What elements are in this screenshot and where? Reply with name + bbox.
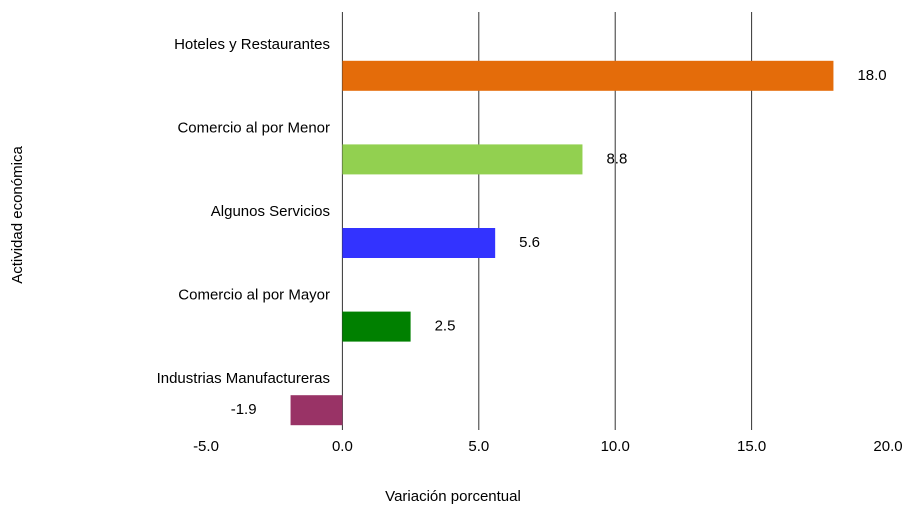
- x-tick-label: 5.0: [468, 438, 489, 455]
- bar: [342, 311, 411, 342]
- category-label: Comercio al por Menor: [177, 119, 330, 136]
- x-tick-label: 0.0: [332, 438, 353, 455]
- value-label: 8.8: [606, 150, 627, 167]
- category-label: Comercio al por Mayor: [178, 287, 330, 304]
- x-axis-label: Variación porcentual: [385, 488, 521, 505]
- x-tick-label: 10.0: [601, 438, 630, 455]
- category-label: Hoteles y Restaurantes: [174, 36, 330, 53]
- x-tick-label: -5.0: [193, 438, 219, 455]
- x-tick-label: 15.0: [737, 438, 766, 455]
- value-label: 18.0: [857, 67, 886, 84]
- category-label: Algunos Servicios: [211, 203, 330, 220]
- bar: [290, 395, 343, 426]
- x-tick-label: 20.0: [873, 438, 902, 455]
- value-label: 2.5: [435, 318, 456, 335]
- category-label: Industrias Manufactureras: [157, 370, 330, 387]
- bar: [342, 60, 834, 91]
- value-label: -1.9: [231, 401, 257, 418]
- bar: [342, 228, 496, 258]
- y-axis-label: Actividad económica: [9, 146, 26, 284]
- bar: [342, 144, 583, 175]
- value-label: 5.6: [519, 234, 540, 251]
